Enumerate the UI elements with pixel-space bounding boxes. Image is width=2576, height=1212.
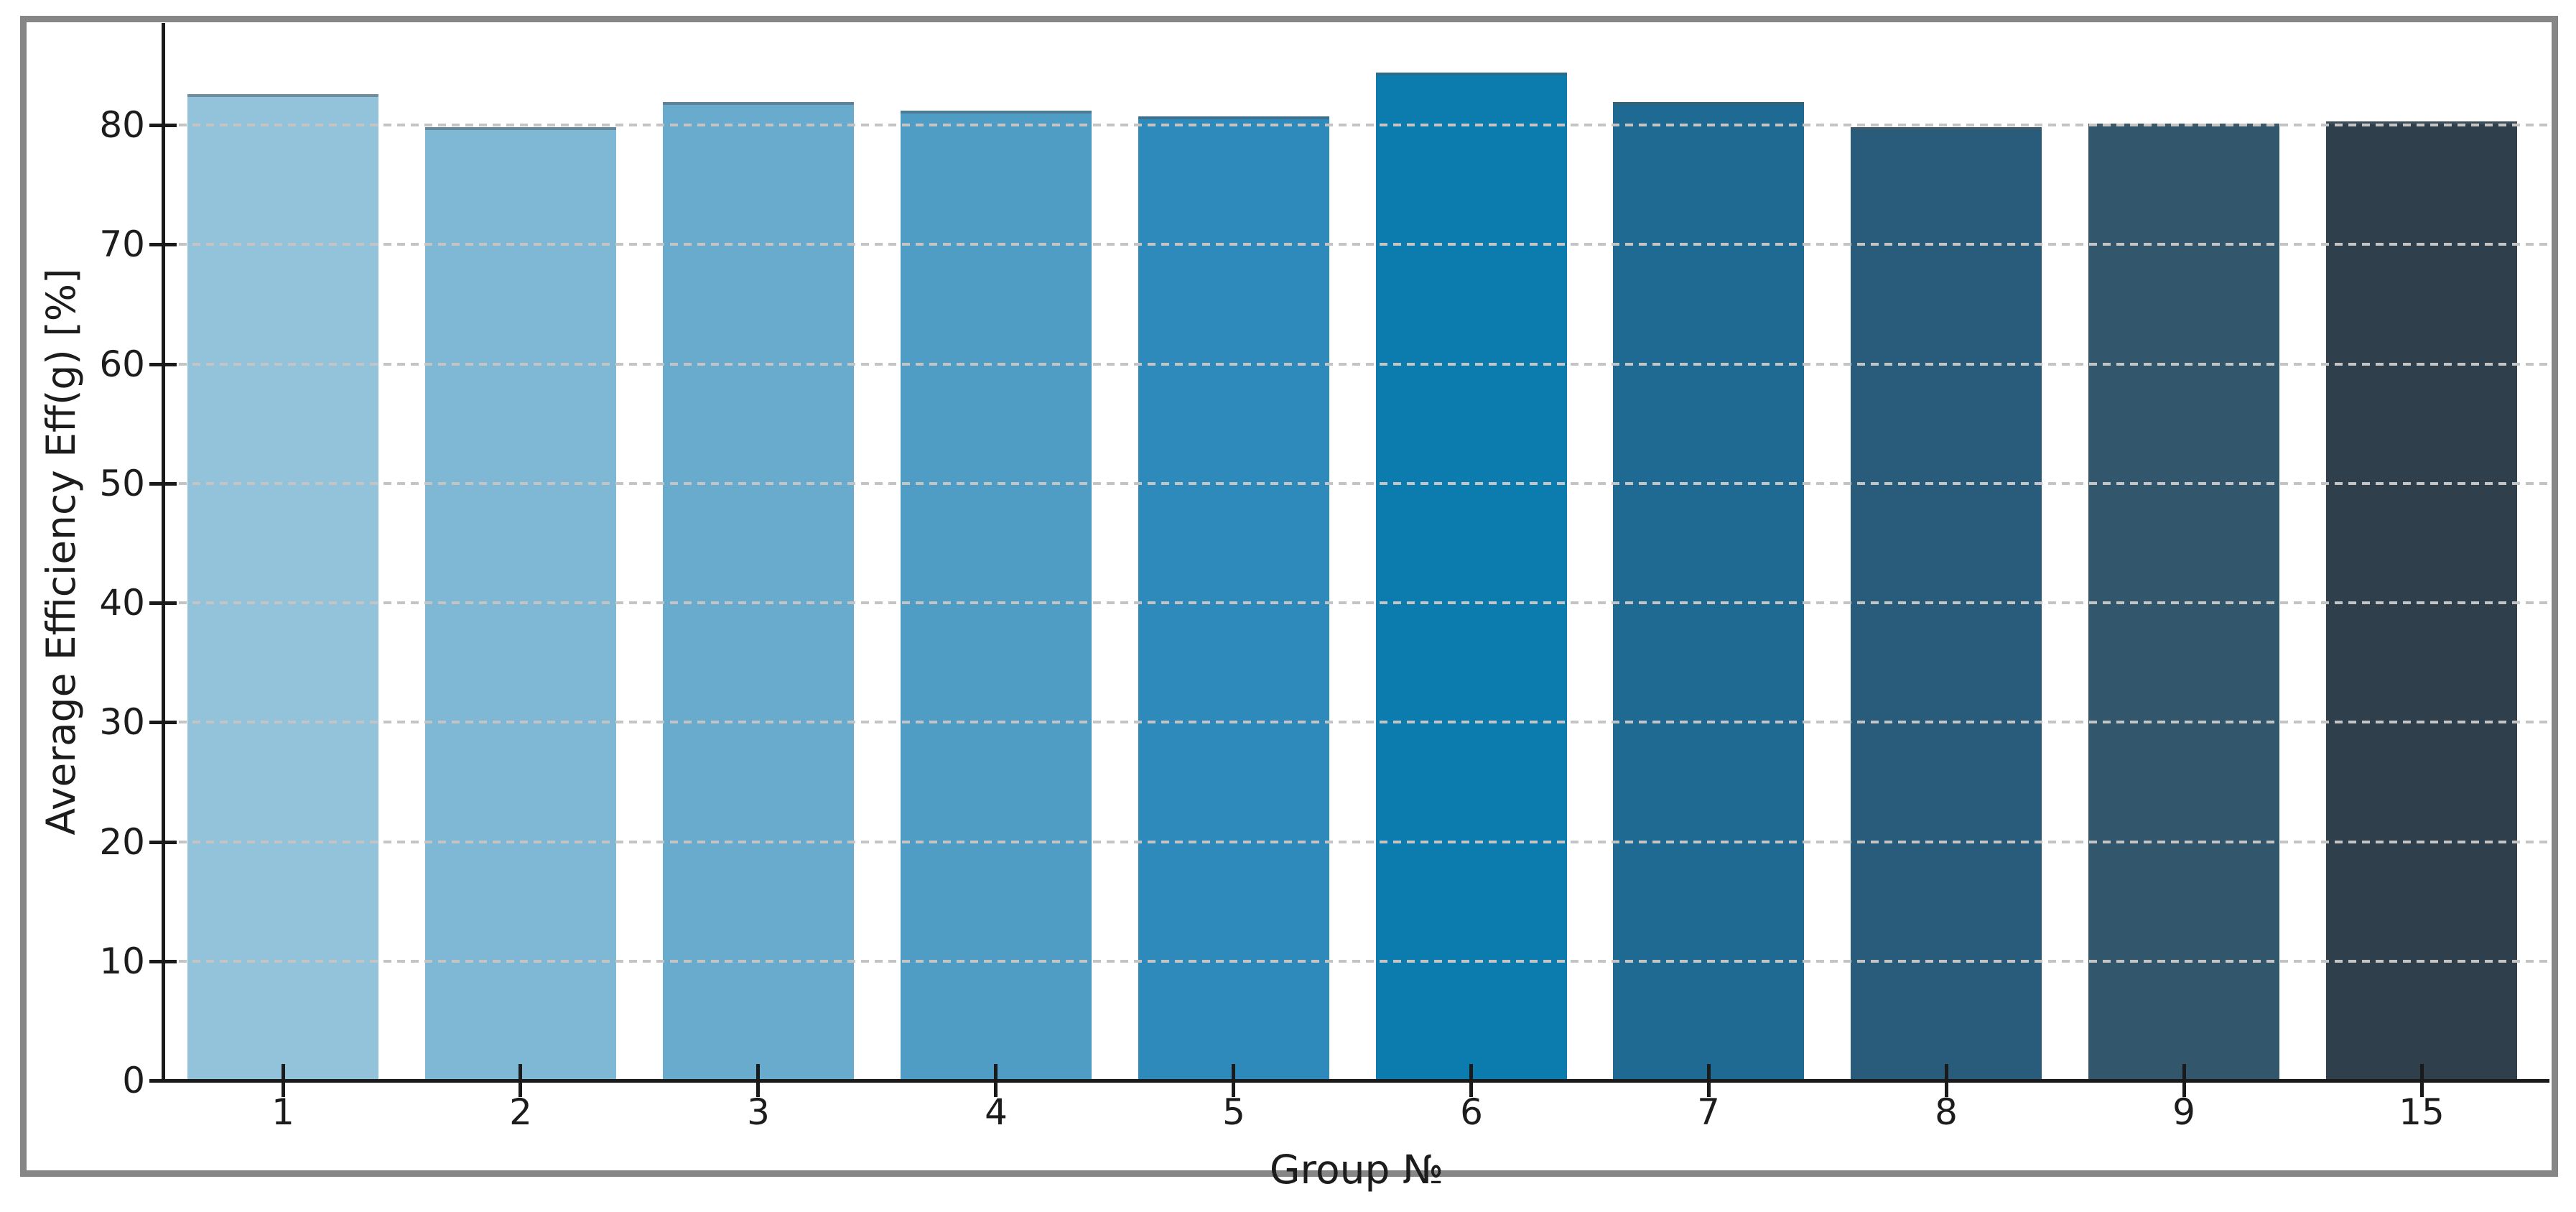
y-tick-mark: [149, 482, 177, 486]
y-tick-label: 30: [99, 701, 145, 743]
x-tick-label: 4: [985, 1091, 1008, 1133]
y-tick-label: 70: [99, 223, 145, 265]
x-tick-label: 6: [1460, 1091, 1483, 1133]
y-tick-mark: [149, 841, 177, 844]
y-tick-label: 50: [99, 463, 145, 504]
x-tick-label: 9: [2172, 1091, 2195, 1133]
x-tick-label: 2: [509, 1091, 532, 1133]
y-tick-mark: [149, 960, 177, 963]
x-tick-label: 1: [271, 1091, 294, 1133]
y-tick-mark: [149, 363, 177, 366]
y-gridline-60: [165, 363, 2549, 366]
y-tick-mark: [149, 721, 177, 724]
y-tick-label: 60: [99, 343, 145, 385]
x-axis-title: Group №: [1269, 1147, 1444, 1193]
y-tick-mark: [149, 1079, 177, 1083]
bar-group-5: [1138, 116, 1329, 1081]
y-axis-title: Average Efficiency Eff(g) [%]: [38, 268, 84, 836]
x-tick-label: 3: [747, 1091, 770, 1133]
bar-group-15: [2326, 121, 2517, 1081]
y-tick-mark: [149, 601, 177, 605]
y-tick-label: 10: [99, 940, 145, 982]
y-gridline-30: [165, 721, 2549, 723]
y-tick-mark: [149, 243, 177, 246]
y-gridline-50: [165, 482, 2549, 485]
x-tick-label: 15: [2399, 1091, 2445, 1133]
bar-group-4: [901, 111, 1092, 1081]
y-tick-label: 20: [99, 821, 145, 863]
bar-group-7: [1613, 102, 1804, 1081]
bar-group-1: [187, 94, 378, 1081]
y-gridline-40: [165, 601, 2549, 604]
x-tick-label: 7: [1697, 1091, 1720, 1133]
y-tick-label: 0: [122, 1060, 145, 1101]
bar-group-6: [1376, 73, 1567, 1081]
x-axis-spine: [162, 1079, 2549, 1083]
bar-group-3: [663, 102, 854, 1081]
x-tick-label: 5: [1222, 1091, 1245, 1133]
y-gridline-20: [165, 841, 2549, 843]
x-tick-label: 8: [1935, 1091, 1958, 1133]
y-gridline-10: [165, 960, 2549, 963]
y-tick-mark: [149, 124, 177, 127]
y-tick-label: 80: [99, 104, 145, 146]
y-gridline-80: [165, 124, 2549, 126]
y-tick-label: 40: [99, 582, 145, 624]
y-axis-spine: [162, 23, 165, 1083]
y-gridline-70: [165, 243, 2549, 246]
